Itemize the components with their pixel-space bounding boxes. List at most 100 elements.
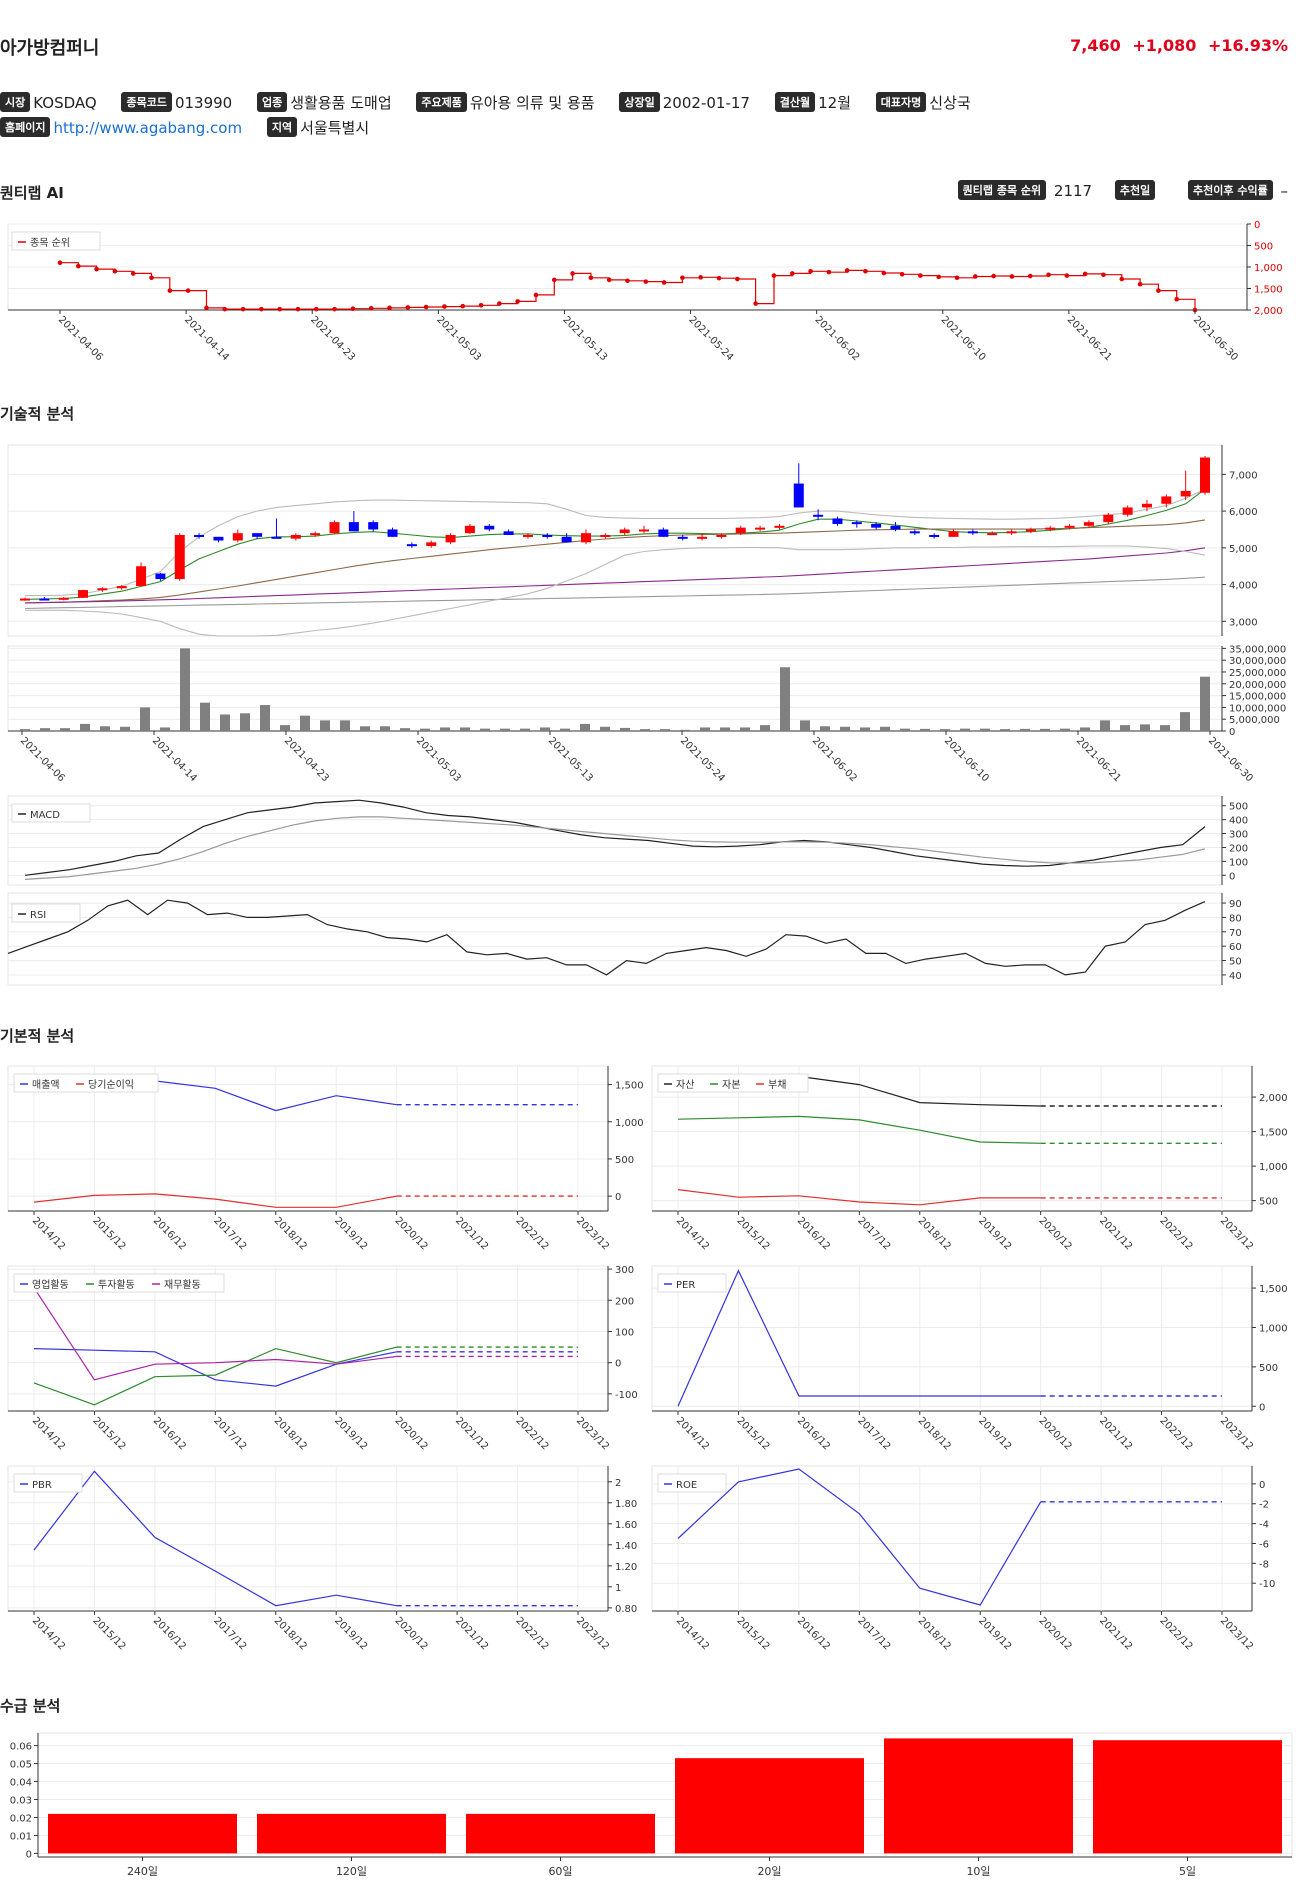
rank-point [497, 301, 502, 306]
asset_capital_debt-ytick-label: 1,500 [1259, 1128, 1288, 1139]
volume-ytick-label: 30,000,000 [1229, 656, 1286, 667]
volume-bar [700, 727, 710, 731]
pbr-xtick-label: 2022/12 [513, 1615, 550, 1652]
price-candle [851, 522, 862, 525]
asset_capital_debt-panel: 500 1,000 1,500 2,000 2014/12 2015/12 2016/12 2… [651, 1065, 1288, 1252]
supply-ytick-label: 0 [26, 1849, 32, 1860]
price-candle [1064, 525, 1075, 528]
revenue_profit-xtick-label: 2016/12 [151, 1215, 188, 1252]
price-candle [271, 536, 282, 539]
pbr-ytick-label: 1.40 [615, 1541, 637, 1552]
cashflow-ytick-label: 100 [615, 1327, 634, 1338]
revenue_profit-xtick-label: 2018/12 [272, 1215, 309, 1252]
rank-point [808, 269, 813, 274]
per-xtick-label: 2014/12 [674, 1415, 711, 1452]
rank-point [259, 306, 264, 312]
rank-point [1119, 276, 1125, 282]
asset_capital_debt-series-line [677, 1115, 1041, 1144]
volume-bar [1060, 728, 1070, 731]
rank-point [588, 275, 594, 281]
price-candle [813, 514, 824, 517]
volume-bar [540, 727, 550, 731]
pbr-series-line [33, 1470, 397, 1607]
rank-point [936, 274, 942, 280]
price-candle [329, 522, 340, 534]
volume-bar [100, 726, 110, 731]
rank-point [1082, 271, 1088, 277]
price-frame [7, 444, 1223, 637]
volume-bar [220, 714, 230, 731]
rsi-ytick-label: 50 [1229, 957, 1242, 968]
rsi-ytick-label: 60 [1229, 942, 1242, 953]
price-candle [600, 534, 611, 537]
pbr-xtick-label: 2021/12 [453, 1615, 490, 1652]
fiscal-tag: 결산월 [774, 92, 816, 112]
volume-xtick-label: 2021-04-23 [282, 735, 331, 784]
homepage-link[interactable]: http://www.agabang.com [53, 119, 243, 137]
rank-point [204, 305, 209, 311]
volume-xtick-label: 2021-06-02 [810, 735, 859, 784]
pbr-xtick-label: 2016/12 [151, 1615, 188, 1652]
volume-bar [920, 728, 930, 731]
pbr-ytick-label: 1.80 [615, 1499, 637, 1510]
info-row-2: 홈페이지 http://www.agabang.com 지역 서울특별시 [0, 117, 389, 138]
price-candle [387, 529, 398, 537]
price-candle [1141, 503, 1152, 508]
volume-bar [680, 729, 690, 731]
code-tag: 종목코드 [121, 92, 172, 112]
price-candle [909, 531, 920, 534]
rsi-legend [11, 903, 81, 923]
supply-ytick-label: 0.02 [10, 1813, 32, 1824]
volume-bar [760, 725, 770, 731]
rank-point [295, 306, 301, 312]
volume-bar [860, 727, 870, 731]
revenue_profit-xtick-label: 2020/12 [393, 1215, 430, 1252]
per-series-line [677, 1269, 1041, 1407]
volume-bar [1160, 725, 1170, 731]
rank-point [185, 288, 191, 293]
volume-frame [7, 645, 1223, 732]
price-ytick-label: 5,000 [1229, 544, 1258, 555]
supply-xtick-label: 120일 [336, 1864, 367, 1878]
rank-point [698, 275, 704, 280]
per-xtick-label: 2015/12 [734, 1415, 771, 1452]
macd-ytick-label: 200 [1229, 843, 1248, 854]
price-candle [464, 525, 475, 534]
pbr-xtick-label: 2019/12 [332, 1615, 369, 1652]
volume-bar [160, 727, 170, 731]
rank-ytick-label: 1,000 [1254, 263, 1283, 274]
cashflow-xtick-label: 2019/12 [332, 1415, 369, 1452]
rank-legend-label: 종목 순위 [30, 236, 70, 249]
price-candle [890, 525, 901, 530]
per-ytick-label: 0 [1259, 1402, 1265, 1413]
rsi-ytick-label: 80 [1229, 913, 1242, 924]
price-candle [542, 534, 553, 537]
volume-ytick-label: 5,000,000 [1229, 715, 1280, 726]
volume-bar [500, 728, 510, 731]
volume-bar [780, 667, 790, 731]
roe-xtick-label: 2023/12 [1218, 1615, 1255, 1652]
price-candle [948, 531, 959, 537]
rank-point [76, 263, 81, 269]
roe-xtick-label: 2019/12 [976, 1615, 1013, 1652]
revenue_profit-ytick-label: 500 [615, 1155, 634, 1166]
pbr-xtick-label: 2017/12 [211, 1615, 248, 1652]
supply-xtick-label: 240일 [127, 1864, 158, 1878]
rsi-legend-label: RSI [30, 910, 46, 921]
per-panel: 0 500 1,000 1,500 2014/12 2015/12 2016/12 2017/… [651, 1265, 1288, 1452]
rank-value: 2117 [1053, 182, 1093, 200]
price-candle [832, 518, 843, 524]
volume-bar [940, 729, 950, 731]
rank-xtick-label: 2021-06-02 [813, 314, 862, 363]
asset_capital_debt-xtick-label: 2019/12 [976, 1215, 1013, 1252]
roe-xtick-label: 2020/12 [1037, 1615, 1074, 1652]
volume-bar [480, 728, 490, 731]
market-value: KOSDAQ [33, 94, 97, 112]
volume-xtick-label: 2021-05-24 [678, 735, 727, 784]
volume-bar [40, 728, 50, 731]
price-candle [561, 536, 572, 543]
rank-point [405, 305, 411, 310]
rank-ytick-label: 0 [1254, 220, 1260, 231]
asset_capital_debt-xtick-label: 2022/12 [1157, 1215, 1194, 1252]
